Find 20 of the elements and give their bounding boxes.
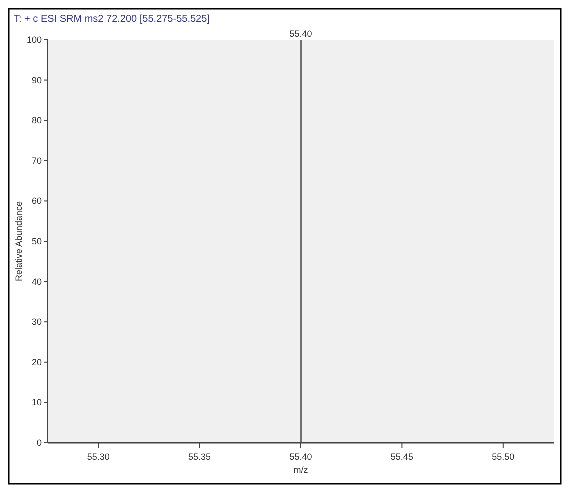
x-axis-title: m/z (294, 465, 309, 475)
y-tick-label: 40 (32, 276, 42, 287)
y-tick-label: 50 (32, 236, 42, 246)
y-tick-label: 10 (32, 398, 42, 408)
x-tick-label: 55.50 (492, 452, 515, 462)
y-tick-label: 70 (32, 156, 42, 166)
y-tick-label: 80 (32, 116, 42, 126)
annotation: 55.40 (290, 29, 312, 39)
y-tick-label: 60 (32, 196, 42, 206)
x-tick-label: 55.45 (390, 452, 414, 462)
y-axis-title: Relative Abundance (14, 201, 24, 282)
y-tick-label: 100 (26, 35, 42, 45)
x-tick-label: 55.35 (188, 452, 212, 462)
chart-title: T: + c ESI SRM ms2 72.200 [55.275-55.525] (14, 14, 210, 25)
x-tick-label: 55.30 (87, 452, 110, 462)
y-tick-label: 20 (32, 357, 42, 368)
x-tick-label: 55.40 (290, 452, 312, 462)
y-tick-label: 0 (36, 438, 42, 448)
y-tick-label: 30 (32, 317, 42, 328)
y-tick-label: 90 (32, 75, 42, 86)
